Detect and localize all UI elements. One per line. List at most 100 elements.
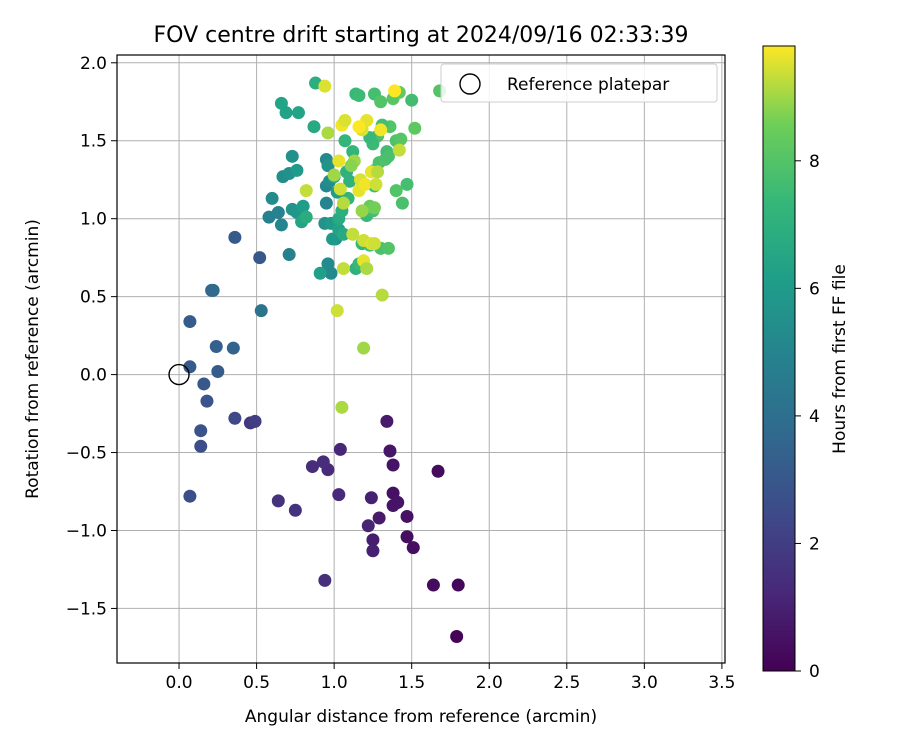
scatter-point <box>400 509 414 523</box>
scatter-point <box>197 377 211 391</box>
scatter-point <box>338 134 352 148</box>
reference-marker <box>168 363 190 386</box>
legend: Reference platepar <box>440 63 718 103</box>
scatter-point <box>299 210 313 224</box>
scatter-point <box>183 360 197 374</box>
scatter-point <box>367 201 381 215</box>
scatter-point <box>400 530 414 544</box>
scatter-point <box>288 503 302 517</box>
scatter-point <box>406 541 420 555</box>
colorbar-label: Hours from first FF file <box>830 264 850 454</box>
scatter-point <box>380 414 394 428</box>
scatter-point <box>338 113 352 127</box>
y-tick-label: −1.0 <box>66 521 107 541</box>
scatter-point <box>388 84 402 98</box>
scatter-point <box>389 184 403 198</box>
scatter-point <box>369 177 383 191</box>
colorbar-ticks: 0 2 4 6 8 <box>795 152 820 682</box>
x-axis-label: Angular distance from reference (arcmin) <box>245 707 597 727</box>
scatter-point <box>364 491 378 505</box>
scatter-point <box>299 184 313 198</box>
chart-title: FOV centre drift starting at 2024/09/16 … <box>154 23 689 48</box>
scatter-point <box>282 248 296 262</box>
scatter-point <box>383 444 397 458</box>
scatter-point <box>253 251 267 265</box>
scatter-point <box>333 442 347 456</box>
scatter-point <box>183 489 197 503</box>
scatter-point <box>381 241 395 255</box>
scatter-point <box>183 315 197 329</box>
reference-point <box>168 363 190 386</box>
scatter-point <box>336 227 350 241</box>
scatter-point <box>374 95 388 109</box>
x-tick-label: 1.0 <box>321 673 348 693</box>
x-tick-label: 0.0 <box>166 673 193 693</box>
scatter-point <box>450 629 464 643</box>
y-tick-label: 1.0 <box>80 210 107 230</box>
scatter-point <box>321 126 335 140</box>
x-tick-label: 2.5 <box>553 673 580 693</box>
legend-box <box>440 63 718 103</box>
scatter-point <box>366 533 380 547</box>
scatter-point <box>324 266 338 280</box>
scatter-point <box>296 199 310 213</box>
scatter-point <box>321 159 335 173</box>
y-axis-label: Rotation from reference (arcmin) <box>23 219 43 499</box>
colorbar-tick-label: 4 <box>809 407 820 427</box>
scatter-point <box>332 154 346 168</box>
x-tick-label: 1.5 <box>398 673 425 693</box>
scatter-point <box>381 149 395 163</box>
scatter-point <box>228 230 242 244</box>
scatter-point <box>307 120 321 134</box>
scatter-point <box>194 424 208 438</box>
scatter-point <box>358 177 372 191</box>
scatter-points <box>183 76 465 643</box>
x-tick-label: 3.0 <box>631 673 658 693</box>
y-tick-label: −0.5 <box>66 444 107 464</box>
scatter-point <box>194 439 208 453</box>
scatter-point <box>211 364 225 378</box>
scatter-point <box>336 196 350 210</box>
scatter-point <box>355 204 369 218</box>
y-tick-label: 0.0 <box>80 366 107 386</box>
scatter-point <box>291 106 305 120</box>
colorbar-gradient <box>762 45 796 672</box>
scatter-point <box>372 511 386 525</box>
scatter-point <box>357 341 371 355</box>
scatter-point <box>405 93 419 107</box>
scatter-point <box>375 288 389 302</box>
plot-frame <box>116 54 726 664</box>
colorbar-tick-label: 0 <box>809 662 820 682</box>
legend-entry-reference: Reference platepar <box>507 75 669 95</box>
colorbar-tick-label: 2 <box>809 534 820 554</box>
scatter-point <box>228 411 242 425</box>
scatter-point <box>336 262 350 276</box>
scatter-point <box>386 458 400 472</box>
y-tick-label: 1.5 <box>80 132 107 152</box>
scatter-point <box>318 79 332 93</box>
scatter-point <box>265 191 279 205</box>
scatter-point <box>332 488 346 502</box>
scatter-point <box>254 304 268 318</box>
scatter-point <box>226 341 240 355</box>
scatter-point <box>352 89 366 103</box>
scatter-point <box>352 120 366 134</box>
scatter-point <box>371 165 385 179</box>
y-axis-ticks: −1.5 −1.0 −0.5 0.0 0.5 1.0 1.5 2.0 <box>66 54 117 619</box>
scatter-point <box>391 495 405 509</box>
x-tick-label: 0.5 <box>243 673 270 693</box>
colorbar: 0 2 4 6 8 Hours from first FF file <box>762 45 850 682</box>
y-tick-label: 2.0 <box>80 54 107 74</box>
scatter-point <box>271 494 285 508</box>
scatter-point <box>400 177 414 191</box>
scatter-point <box>327 168 341 182</box>
y-tick-label: −1.5 <box>66 599 107 619</box>
scatter-point <box>343 174 357 188</box>
scatter-point <box>248 414 262 428</box>
scatter-point <box>313 266 327 280</box>
scatter-point <box>333 182 347 196</box>
x-tick-label: 3.5 <box>708 673 735 693</box>
scatter-point <box>451 578 465 592</box>
scatter-point <box>344 159 358 173</box>
